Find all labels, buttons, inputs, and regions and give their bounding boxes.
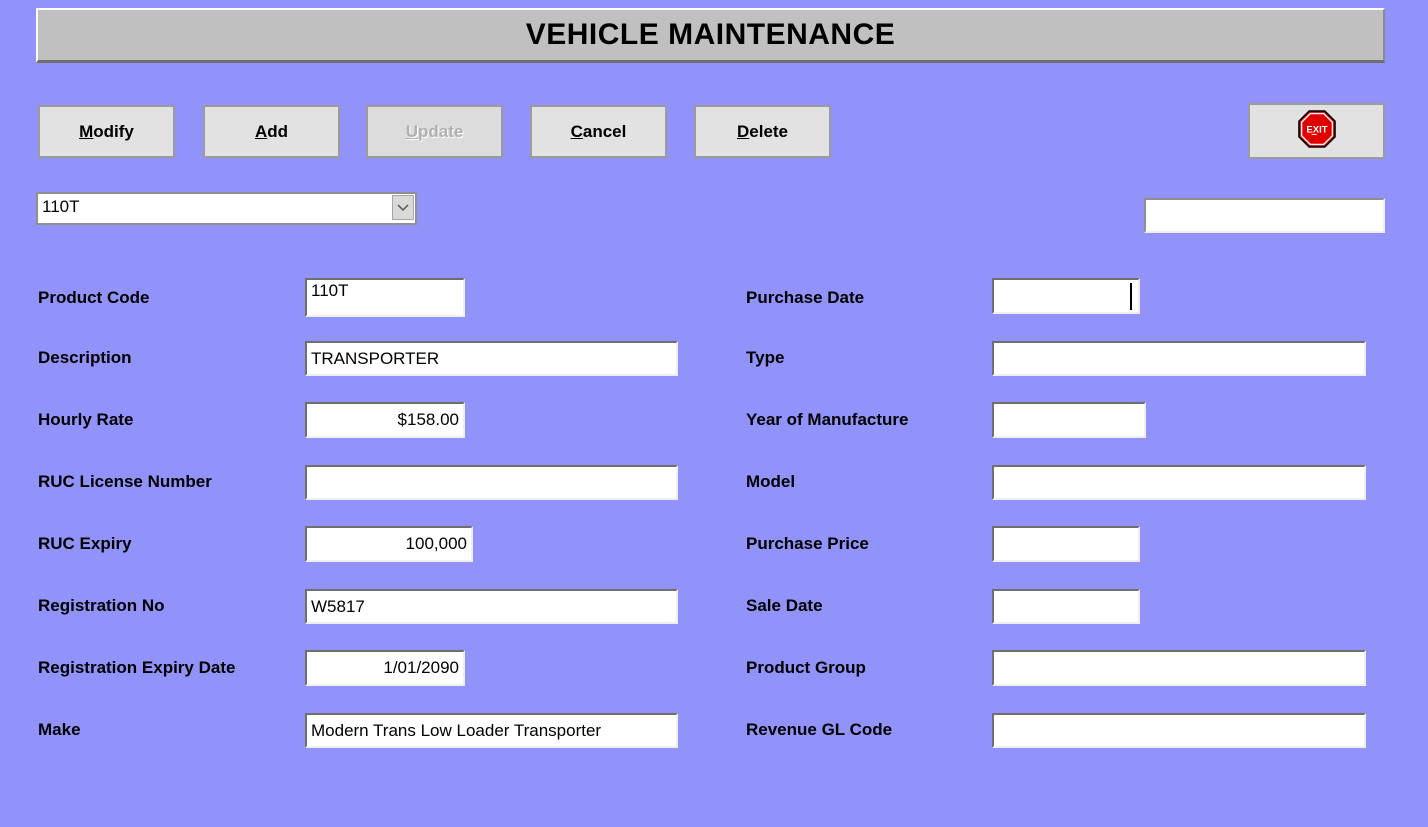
ruc-license-number-input[interactable] (305, 465, 678, 500)
update-button[interactable]: Update (366, 105, 503, 158)
exit-button[interactable]: EXIT (1248, 103, 1385, 159)
stop-sign-exit-icon: EXIT (1297, 109, 1337, 154)
model-label: Model (746, 472, 796, 491)
vehicle-selector-value: 110T (42, 197, 80, 216)
hourly-rate-label: Hourly Rate (38, 410, 134, 429)
year-of-manufacture-label: Year of Manufacture (746, 410, 909, 429)
type-input[interactable] (992, 341, 1366, 376)
add-button-mnemonic: A (254, 121, 268, 141)
registration-expiry-date-input[interactable] (305, 650, 465, 686)
hourly-rate-input[interactable] (305, 402, 465, 438)
product-code-label: Product Code (38, 288, 150, 307)
description-input[interactable] (305, 341, 678, 376)
registration-no-label: Registration No (38, 596, 165, 615)
cancel-button[interactable]: Cancel (530, 105, 667, 158)
sale-date-label: Sale Date (746, 596, 823, 615)
model-input[interactable] (992, 465, 1366, 500)
title-panel: VEHICLE MAINTENANCE (36, 8, 1385, 63)
page-title: VEHICLE MAINTENANCE (525, 18, 896, 51)
combobox-dropdown-button[interactable] (392, 195, 414, 220)
product-code-input[interactable] (305, 278, 465, 317)
modify-button-mnemonic: M (79, 121, 94, 141)
purchase-price-label: Purchase Price (746, 534, 869, 553)
delete-button-mnemonic: D (736, 121, 750, 141)
description-label: Description (38, 348, 132, 367)
purchase-date-input[interactable] (992, 278, 1140, 314)
make-input[interactable] (305, 713, 678, 748)
product-group-input[interactable] (992, 650, 1366, 686)
add-button-label: dd (267, 121, 289, 141)
vehicle-selector-combobox[interactable]: 110T (36, 192, 417, 225)
registration-expiry-date-label: Registration Expiry Date (38, 658, 236, 677)
revenue-gl-code-label: Revenue GL Code (746, 720, 893, 739)
update-button-label: pdate (417, 121, 464, 141)
sale-date-input[interactable] (992, 589, 1140, 624)
ruc-expiry-input[interactable] (305, 526, 473, 562)
type-label: Type (746, 348, 785, 367)
add-button[interactable]: Add (203, 105, 340, 158)
purchase-date-label: Purchase Date (746, 288, 865, 307)
top-right-textbox[interactable] (1144, 198, 1385, 233)
cancel-button-mnemonic: C (570, 121, 583, 141)
registration-no-input[interactable] (305, 589, 678, 624)
chevron-down-icon (397, 203, 409, 211)
make-label: Make (38, 720, 81, 739)
product-group-label: Product Group (746, 658, 866, 677)
text-cursor (1130, 283, 1132, 310)
delete-button-label: elete (749, 121, 789, 141)
update-button-mnemonic: U (405, 121, 418, 141)
year-of-manufacture-input[interactable] (992, 402, 1146, 438)
modify-button-label: odify (93, 121, 134, 141)
svg-text:EXIT: EXIT (1306, 124, 1327, 135)
cancel-button-label: ancel (582, 121, 627, 141)
ruc-expiry-label: RUC Expiry (38, 534, 132, 553)
modify-button[interactable]: Modify (38, 105, 175, 158)
ruc-license-number-label: RUC License Number (38, 472, 212, 491)
delete-button[interactable]: Delete (694, 105, 831, 158)
revenue-gl-code-input[interactable] (992, 713, 1366, 748)
purchase-price-input[interactable] (992, 526, 1140, 562)
